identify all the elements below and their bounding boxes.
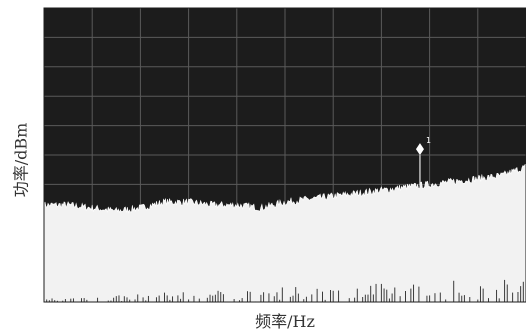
y-axis-label: 功率/dBm xyxy=(11,122,31,198)
marker-diamond xyxy=(415,143,424,156)
marker-label: 1 xyxy=(426,136,431,145)
spectrum-trace xyxy=(43,163,526,303)
plot-frame xyxy=(43,7,526,303)
x-axis-label: 频率/Hz xyxy=(255,312,315,331)
y-axis-label-box: 功率/dBm xyxy=(4,60,34,260)
